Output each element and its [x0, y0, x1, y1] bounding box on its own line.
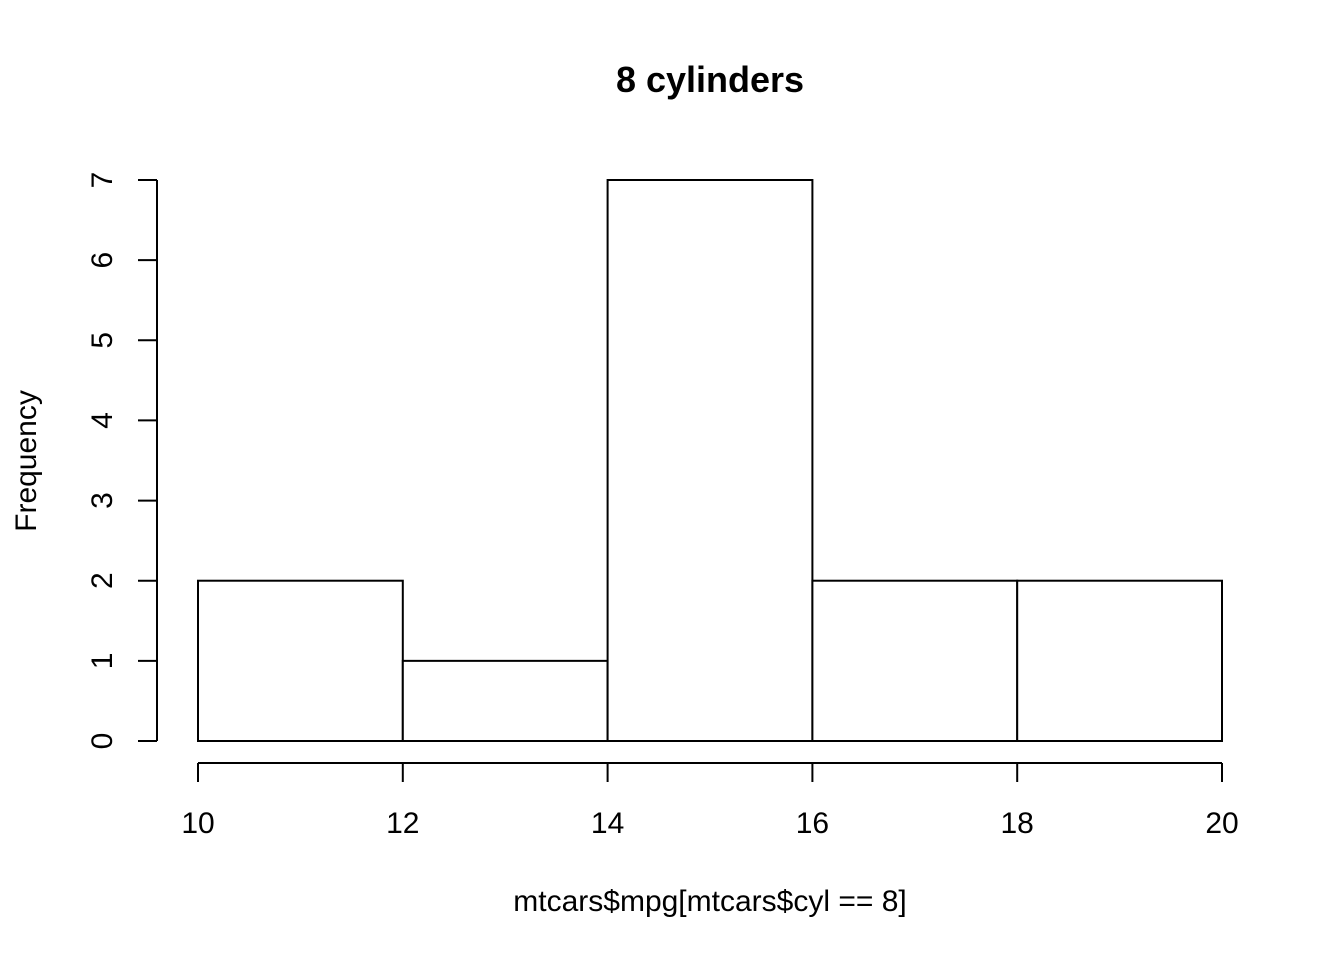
x-axis: 10 12 14 16 18 20 [181, 762, 1239, 840]
x-tick-label: 12 [386, 807, 419, 840]
y-tick-label: 5 [86, 332, 119, 349]
x-tick-label: 16 [796, 807, 829, 840]
histogram-bar [1016, 579, 1224, 743]
chart-title: 8 cylinders [616, 59, 804, 100]
x-tick-label: 10 [181, 807, 214, 840]
x-tick-label: 20 [1205, 807, 1238, 840]
x-axis-label: mtcars$mpg[mtcars$cyl == 8] [513, 885, 906, 918]
bars-group [197, 179, 1224, 743]
histogram-bar [401, 659, 609, 742]
y-tick-label: 1 [86, 653, 119, 670]
histogram-bar [811, 579, 1019, 743]
y-tick-label: 3 [86, 492, 119, 509]
y-axis: 0 1 2 3 4 5 6 7 [86, 172, 158, 750]
y-axis-label: Frequency [10, 390, 43, 532]
histogram-bar [197, 579, 404, 743]
x-tick-label: 18 [1001, 807, 1034, 840]
y-tick-label: 7 [86, 172, 119, 189]
y-tick-label: 2 [86, 572, 119, 589]
x-tick-label: 14 [591, 807, 624, 840]
y-tick-label: 4 [86, 412, 119, 429]
y-tick-label: 6 [86, 252, 119, 269]
histogram-bar [606, 179, 814, 742]
y-tick-label: 0 [86, 733, 119, 750]
